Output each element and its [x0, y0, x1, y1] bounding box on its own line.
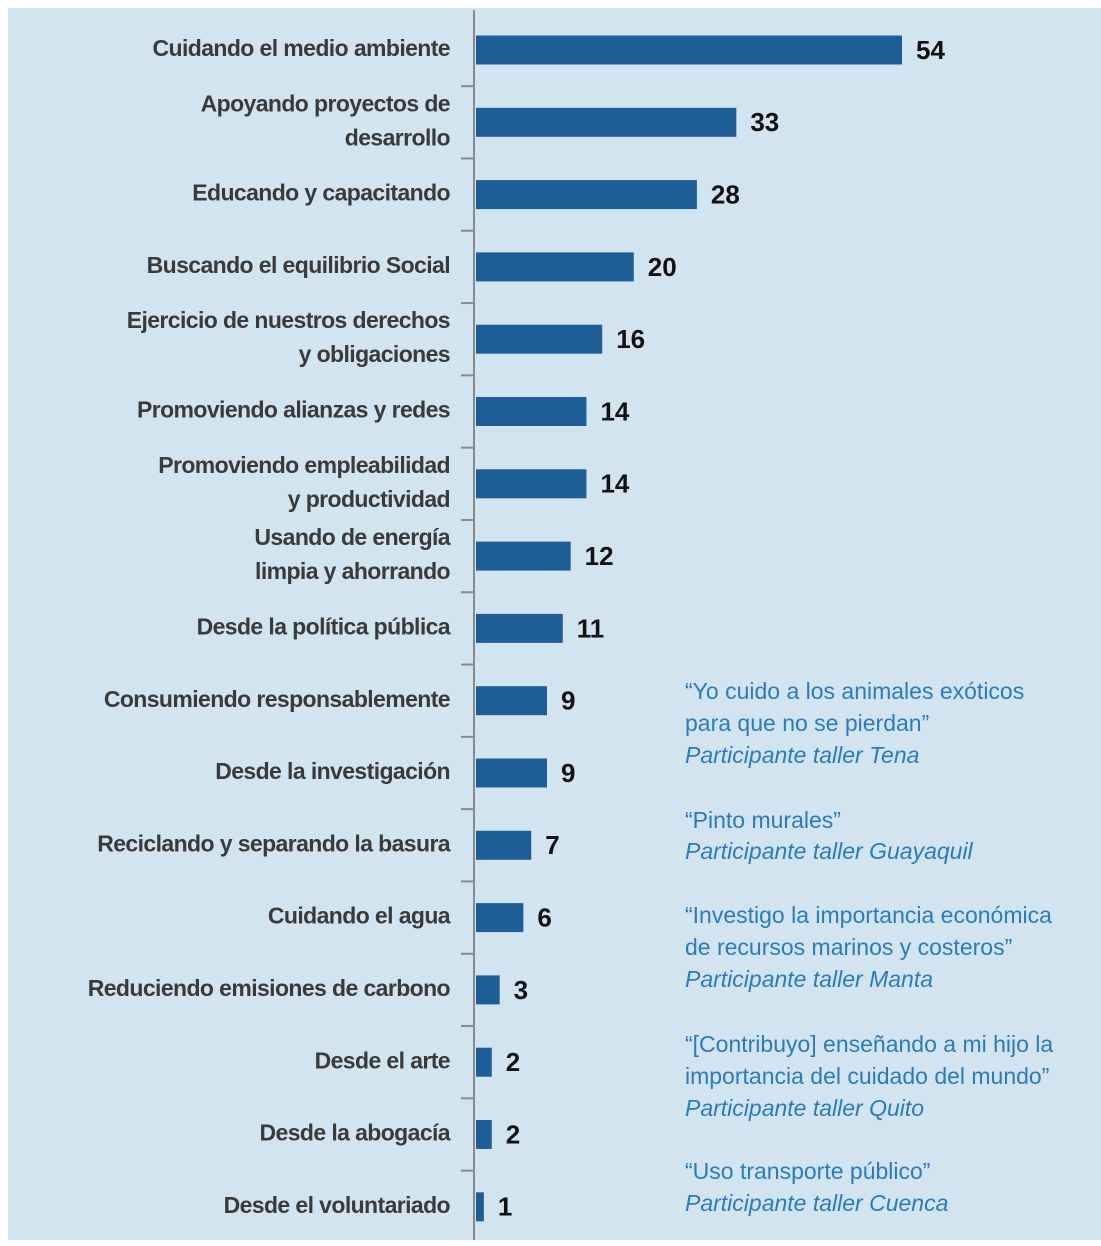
category-label: Promoviendo empleabilidad y productividad: [158, 452, 450, 512]
bar: [476, 107, 737, 137]
quote: “Yo cuido a los animales exóticos para qu…: [685, 678, 1024, 736]
category-label: Educando y capacitando: [192, 180, 450, 206]
bar: [476, 541, 571, 571]
category-label: Desde el arte: [315, 1047, 450, 1073]
value-label: 14: [600, 469, 629, 499]
value-label: 20: [648, 252, 677, 282]
value-label: 14: [600, 396, 629, 426]
category-label: Apoyando proyectos de desarrollo: [201, 90, 451, 150]
quote: “Uso transporte público”: [685, 1158, 930, 1184]
bar: [476, 686, 547, 716]
bar: [476, 830, 532, 860]
category-label: Desde la abogacía: [260, 1120, 451, 1146]
quote: “Investigo la importancia económica de re…: [685, 902, 1052, 960]
bar: [476, 613, 563, 643]
bar: [476, 180, 697, 210]
bar: [476, 469, 587, 499]
bar: [476, 252, 634, 282]
category-label: Reduciendo emisiones de carbono: [88, 975, 451, 1001]
value-label: 3: [514, 975, 528, 1005]
category-label: Desde la investigación: [215, 758, 450, 784]
category-label: Cuidando el agua: [268, 903, 451, 929]
value-label: 9: [561, 758, 575, 788]
value-label: 2: [506, 1119, 520, 1149]
value-label: 1: [498, 1192, 512, 1222]
quote: “[Contribuyo] enseñando a mi hijo la impo…: [685, 1031, 1053, 1089]
category-label: Reciclando y separando la basura: [97, 830, 451, 856]
value-label: 16: [616, 324, 645, 354]
value-label: 54: [916, 35, 945, 65]
bar: [476, 1120, 492, 1149]
quote: “Pinto murales”: [685, 807, 841, 833]
value-label: 9: [561, 686, 575, 716]
bar: [476, 975, 500, 1005]
bar: [476, 758, 547, 788]
quote-source: Participante taller Cuenca: [685, 1190, 948, 1216]
category-label: Promoviendo alianzas y redes: [137, 397, 450, 423]
value-label: 28: [711, 179, 740, 209]
category-label: Desde la política pública: [197, 613, 451, 639]
value-label: 2: [506, 1047, 520, 1077]
category-label: Buscando el equilibrio Social: [147, 252, 450, 278]
category-label: Ejercicio de nuestros derechos y obligaci…: [127, 307, 450, 367]
value-label: 6: [537, 902, 551, 932]
value-label: 33: [750, 107, 779, 137]
value-label: 11: [577, 613, 605, 643]
quote-source: Participante taller Guayaquil: [685, 838, 974, 864]
category-label: Consumiendo responsablemente: [104, 686, 450, 712]
category-label: Usando de energía limpia y ahorrando: [254, 524, 450, 584]
bar: [476, 1047, 492, 1077]
quote-source: Participante taller Manta: [685, 966, 933, 992]
quote-source: Participante taller Quito: [685, 1095, 924, 1121]
bar: [476, 324, 603, 354]
category-label: Desde el voluntariado: [224, 1192, 451, 1218]
bar: [476, 903, 524, 933]
bar: [476, 397, 587, 426]
bar: [476, 1192, 484, 1222]
value-label: 12: [585, 541, 614, 571]
value-label: 7: [545, 830, 559, 860]
bar: [476, 35, 902, 65]
category-label: Cuidando el medio ambiente: [153, 35, 451, 61]
quote-source: Participante taller Tena: [685, 742, 919, 768]
